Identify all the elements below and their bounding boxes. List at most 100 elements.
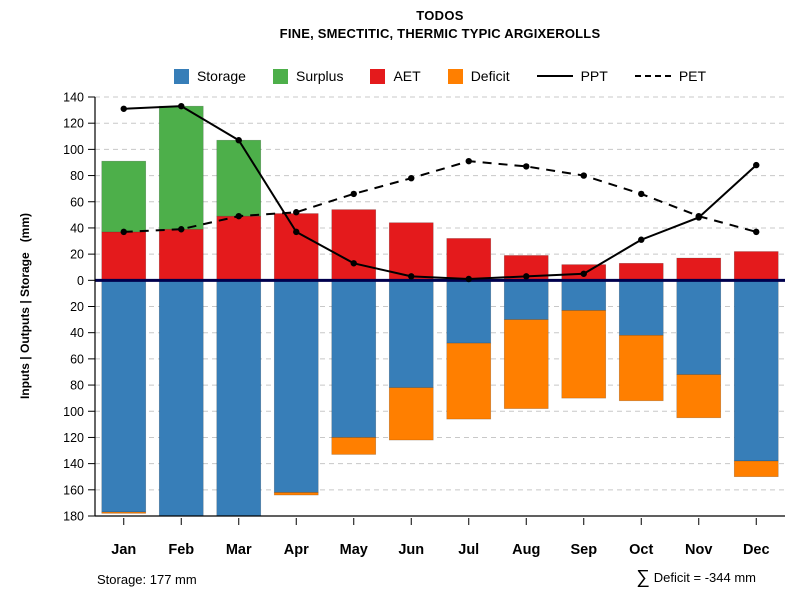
deficit-note: ∑ Deficit = -344 mm bbox=[636, 568, 756, 587]
bar-storage-jul bbox=[446, 280, 492, 344]
x-tick-label-jul: Jul bbox=[458, 542, 479, 558]
x-tick-label-aug: Aug bbox=[512, 542, 540, 558]
legend-item-surplus: Surplus bbox=[272, 68, 344, 84]
marker-pet-oct bbox=[638, 190, 645, 198]
legend-swatch-surplus bbox=[272, 68, 288, 84]
bar-deficit-jul bbox=[446, 342, 492, 420]
bar-deficit-jan bbox=[101, 511, 147, 514]
y-tick-label: 80 bbox=[70, 379, 84, 393]
marker-ppt-dec bbox=[753, 161, 760, 169]
bar-surplus-feb bbox=[158, 105, 204, 230]
marker-pet-jan bbox=[120, 228, 127, 236]
chart-subtitle: FINE, SMECTITIC, THERMIC TYPIC ARGIXEROL… bbox=[279, 26, 601, 41]
bar-aet-dec bbox=[733, 251, 779, 281]
bar-deficit-may bbox=[331, 437, 377, 455]
marker-ppt-sep bbox=[580, 270, 587, 277]
x-tick-label-jun: Jun bbox=[398, 542, 424, 558]
bar-aet-oct bbox=[618, 262, 664, 281]
y-tick-label: 100 bbox=[63, 405, 84, 419]
bar-storage-jan bbox=[101, 280, 147, 513]
x-tick-label-feb: Feb bbox=[168, 542, 194, 558]
x-tick-label-jan: Jan bbox=[111, 542, 136, 558]
storage-note: Storage: 177 mm bbox=[97, 572, 197, 587]
bar-storage-apr bbox=[273, 280, 319, 493]
legend-swatch-storage bbox=[173, 68, 189, 84]
marker-pet-sep bbox=[580, 172, 587, 179]
marker-ppt-may bbox=[350, 260, 357, 267]
marker-pet-jul bbox=[465, 157, 472, 165]
legend-label: AET bbox=[393, 68, 421, 84]
marker-pet-jun bbox=[408, 174, 415, 182]
legend-item-pet: PET bbox=[634, 68, 706, 84]
y-tick-label: 20 bbox=[70, 300, 84, 314]
legend-swatch-aet bbox=[370, 68, 386, 84]
y-tick-label: 40 bbox=[70, 221, 84, 235]
legend-item-storage: Storage bbox=[173, 68, 246, 84]
legend-line-pet bbox=[634, 75, 671, 77]
y-tick-label: 180 bbox=[63, 510, 84, 524]
marker-ppt-jul bbox=[465, 275, 472, 283]
legend-label: Deficit bbox=[470, 68, 510, 84]
bar-deficit-jun bbox=[388, 387, 434, 441]
y-tick-label: 140 bbox=[63, 91, 84, 105]
bar-aet-may bbox=[331, 209, 377, 281]
chart-title: TODOS bbox=[416, 8, 464, 23]
bar-aet-feb bbox=[158, 228, 204, 281]
x-tick-label-mar: Mar bbox=[226, 542, 252, 558]
legend-label: PPT bbox=[580, 68, 608, 84]
bar-surplus-mar bbox=[216, 139, 262, 217]
marker-ppt-jan bbox=[120, 105, 127, 112]
marker-pet-feb bbox=[178, 226, 185, 233]
bar-storage-sep bbox=[561, 280, 607, 311]
bar-aet-jun bbox=[388, 222, 434, 281]
legend-label: Surplus bbox=[295, 68, 344, 84]
bar-storage-may bbox=[331, 280, 377, 438]
bar-storage-dec bbox=[733, 280, 779, 462]
x-tick-label-sep: Sep bbox=[570, 542, 597, 558]
marker-pet-nov bbox=[695, 212, 702, 220]
y-tick-label: 40 bbox=[70, 326, 84, 340]
marker-ppt-jun bbox=[408, 273, 415, 280]
bar-deficit-apr bbox=[273, 492, 319, 496]
y-tick-label: 0 bbox=[77, 274, 84, 288]
legend-item-aet: AET bbox=[370, 68, 421, 84]
chart-legend: Storage Surplus AET Deficit PPT PET bbox=[95, 68, 785, 84]
bar-aet-nov bbox=[676, 257, 722, 281]
bar-storage-feb bbox=[158, 280, 204, 517]
bar-storage-jun bbox=[388, 280, 434, 388]
bar-deficit-sep bbox=[561, 310, 607, 399]
deficit-note-text: Deficit = -344 mm bbox=[653, 570, 756, 585]
y-tick-label: 140 bbox=[63, 457, 84, 471]
line-pet bbox=[123, 160, 757, 233]
x-tick-label-dec: Dec bbox=[743, 542, 770, 558]
bar-storage-oct bbox=[618, 280, 664, 336]
bar-storage-mar bbox=[216, 280, 262, 517]
bar-deficit-nov bbox=[676, 374, 722, 419]
y-tick-label: 20 bbox=[70, 248, 84, 262]
marker-pet-apr bbox=[293, 209, 300, 216]
bar-deficit-oct bbox=[618, 335, 664, 402]
y-tick-label: 60 bbox=[70, 195, 84, 209]
marker-ppt-mar bbox=[235, 137, 242, 144]
marker-ppt-apr bbox=[293, 228, 300, 236]
bar-aet-jan bbox=[101, 231, 147, 281]
x-tick-label-apr: Apr bbox=[284, 542, 309, 558]
x-tick-label-nov: Nov bbox=[685, 542, 712, 558]
y-tick-label: 160 bbox=[63, 483, 84, 497]
bar-deficit-dec bbox=[733, 460, 779, 478]
marker-pet-dec bbox=[753, 228, 760, 236]
bar-storage-nov bbox=[676, 280, 722, 375]
y-tick-label: 80 bbox=[70, 169, 84, 183]
bar-aet-mar bbox=[216, 215, 262, 281]
line-ppt bbox=[123, 105, 757, 281]
legend-swatch-deficit bbox=[447, 68, 463, 84]
x-tick-label-may: May bbox=[340, 542, 368, 558]
bar-storage-aug bbox=[503, 280, 549, 320]
bar-aet-jul bbox=[446, 238, 492, 281]
marker-ppt-feb bbox=[178, 102, 185, 110]
legend-item-ppt: PPT bbox=[536, 68, 608, 84]
y-tick-label: 60 bbox=[70, 352, 84, 366]
marker-pet-mar bbox=[235, 212, 242, 220]
